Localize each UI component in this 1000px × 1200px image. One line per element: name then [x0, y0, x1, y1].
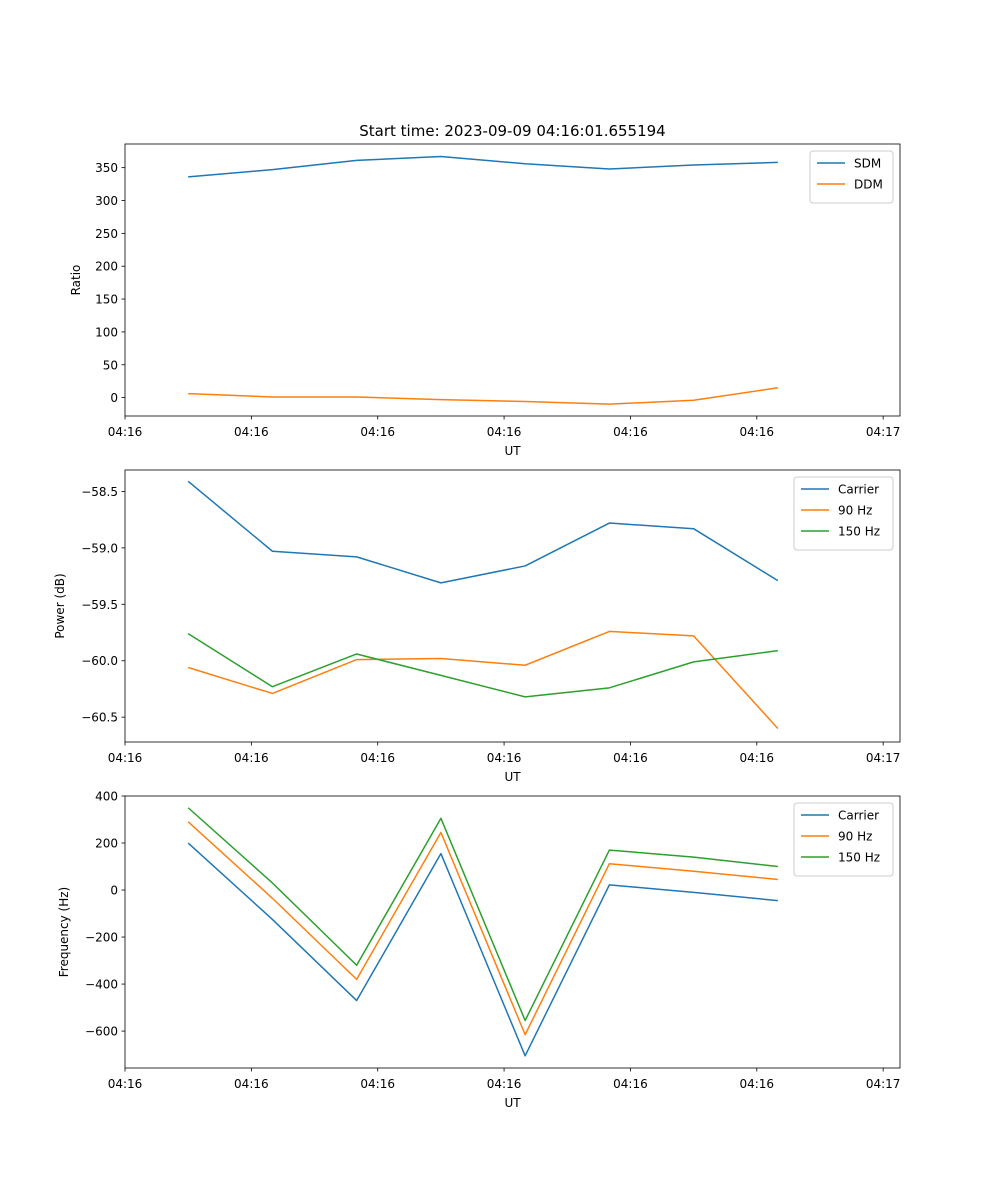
x-tick-label: 04:16 [360, 751, 395, 765]
y-tick-label: −59.5 [81, 598, 118, 612]
legend-label: SDM [854, 157, 881, 171]
y-tick-label: 200 [95, 837, 118, 851]
y-tick-label: 0 [110, 391, 118, 405]
x-tick-label: 04:16 [108, 425, 143, 439]
x-tick-label: 04:16 [739, 751, 774, 765]
y-tick-label: −400 [85, 978, 118, 992]
legend-label: 90 Hz [838, 504, 872, 518]
x-tick-label: 04:16 [234, 1077, 269, 1091]
y-tick-label: −60.0 [81, 654, 118, 668]
legend: Carrier 90 Hz 150 Hz [793, 476, 894, 551]
figure-title: Start time: 2023-09-09 04:16:01.655194 [359, 122, 665, 140]
y-tick-label: −59.0 [81, 541, 118, 555]
series-line-sdm [188, 155, 778, 178]
legend: SDM DDM [809, 150, 894, 204]
series-line-90-hz [187, 821, 778, 1036]
panels: 04:16 04:16 04:16 04:16 04:16 04:16 04:17 0 50 10… [53, 143, 901, 1111]
legend-label: 150 Hz [838, 525, 880, 539]
y-tick-label: 0 [110, 884, 118, 898]
x-tick-label: 04:17 [866, 425, 901, 439]
series-group [188, 155, 778, 405]
y-tick-label: 400 [95, 790, 118, 804]
axes-frame [124, 469, 901, 743]
y-axis-label: Frequency (Hz) [57, 887, 71, 978]
x-tick-label: 04:16 [234, 425, 269, 439]
panel-1: 04:16 04:16 04:16 04:16 04:16 04:16 04:17 0 50 10… [69, 143, 901, 458]
x-axis-label: UT [504, 1096, 521, 1110]
panel-3: 04:16 04:16 04:16 04:16 04:16 04:16 04:17 −600 −… [57, 790, 900, 1111]
series-line-carrier [187, 842, 778, 1057]
y-tick-label: 250 [95, 227, 118, 241]
legend-label: 150 Hz [838, 851, 880, 865]
x-tick-label: 04:17 [866, 1077, 901, 1091]
legend-label: Carrier [838, 483, 879, 497]
axes-frame [124, 795, 901, 1069]
x-tick-label: 04:16 [487, 425, 522, 439]
series-line-150-hz [187, 633, 778, 698]
series-line-150-hz [187, 807, 778, 1022]
series-line-carrier [187, 480, 779, 584]
y-tick-label: −200 [85, 931, 118, 945]
x-tick-label: 04:16 [487, 751, 522, 765]
x-tick-label: 04:16 [487, 1077, 522, 1091]
y-tick-label: −60.5 [81, 711, 118, 725]
legend-label: Carrier [838, 809, 879, 823]
x-tick-label: 04:16 [108, 751, 143, 765]
series-group [187, 480, 779, 729]
series-group [187, 807, 778, 1057]
x-tick-label: 04:16 [613, 425, 648, 439]
x-tick-label: 04:16 [360, 425, 395, 439]
x-tick-label: 04:16 [360, 1077, 395, 1091]
x-axis-label: UT [504, 770, 521, 784]
y-tick-label: −58.5 [81, 485, 118, 499]
series-line-ddm [188, 387, 778, 405]
y-axis-label: Ratio [69, 265, 83, 296]
y-tick-label: 150 [95, 293, 118, 307]
legend-box [809, 150, 894, 204]
y-tick-label: 300 [95, 194, 118, 208]
x-tick-label: 04:16 [613, 1077, 648, 1091]
panel-2: 04:16 04:16 04:16 04:16 04:16 04:16 04:17 −60.5… [53, 469, 901, 784]
x-tick-label: 04:17 [866, 751, 901, 765]
axes-frame [124, 143, 901, 417]
y-tick-label: 50 [103, 358, 118, 372]
y-tick-label: 350 [95, 161, 118, 175]
y-tick-label: −600 [85, 1025, 118, 1039]
series-line-90-hz [187, 630, 779, 729]
x-tick-label: 04:16 [739, 425, 774, 439]
y-axis-label: Power (dB) [53, 573, 67, 638]
legend-label: DDM [854, 178, 883, 192]
x-tick-label: 04:16 [234, 751, 269, 765]
x-tick-label: 04:16 [108, 1077, 143, 1091]
x-tick-label: 04:16 [613, 751, 648, 765]
x-axis-label: UT [504, 444, 521, 458]
legend-label: 90 Hz [838, 830, 872, 844]
x-tick-label: 04:16 [739, 1077, 774, 1091]
y-tick-label: 100 [95, 325, 118, 339]
y-tick-label: 200 [95, 260, 118, 274]
legend: Carrier 90 Hz 150 Hz [793, 802, 894, 877]
